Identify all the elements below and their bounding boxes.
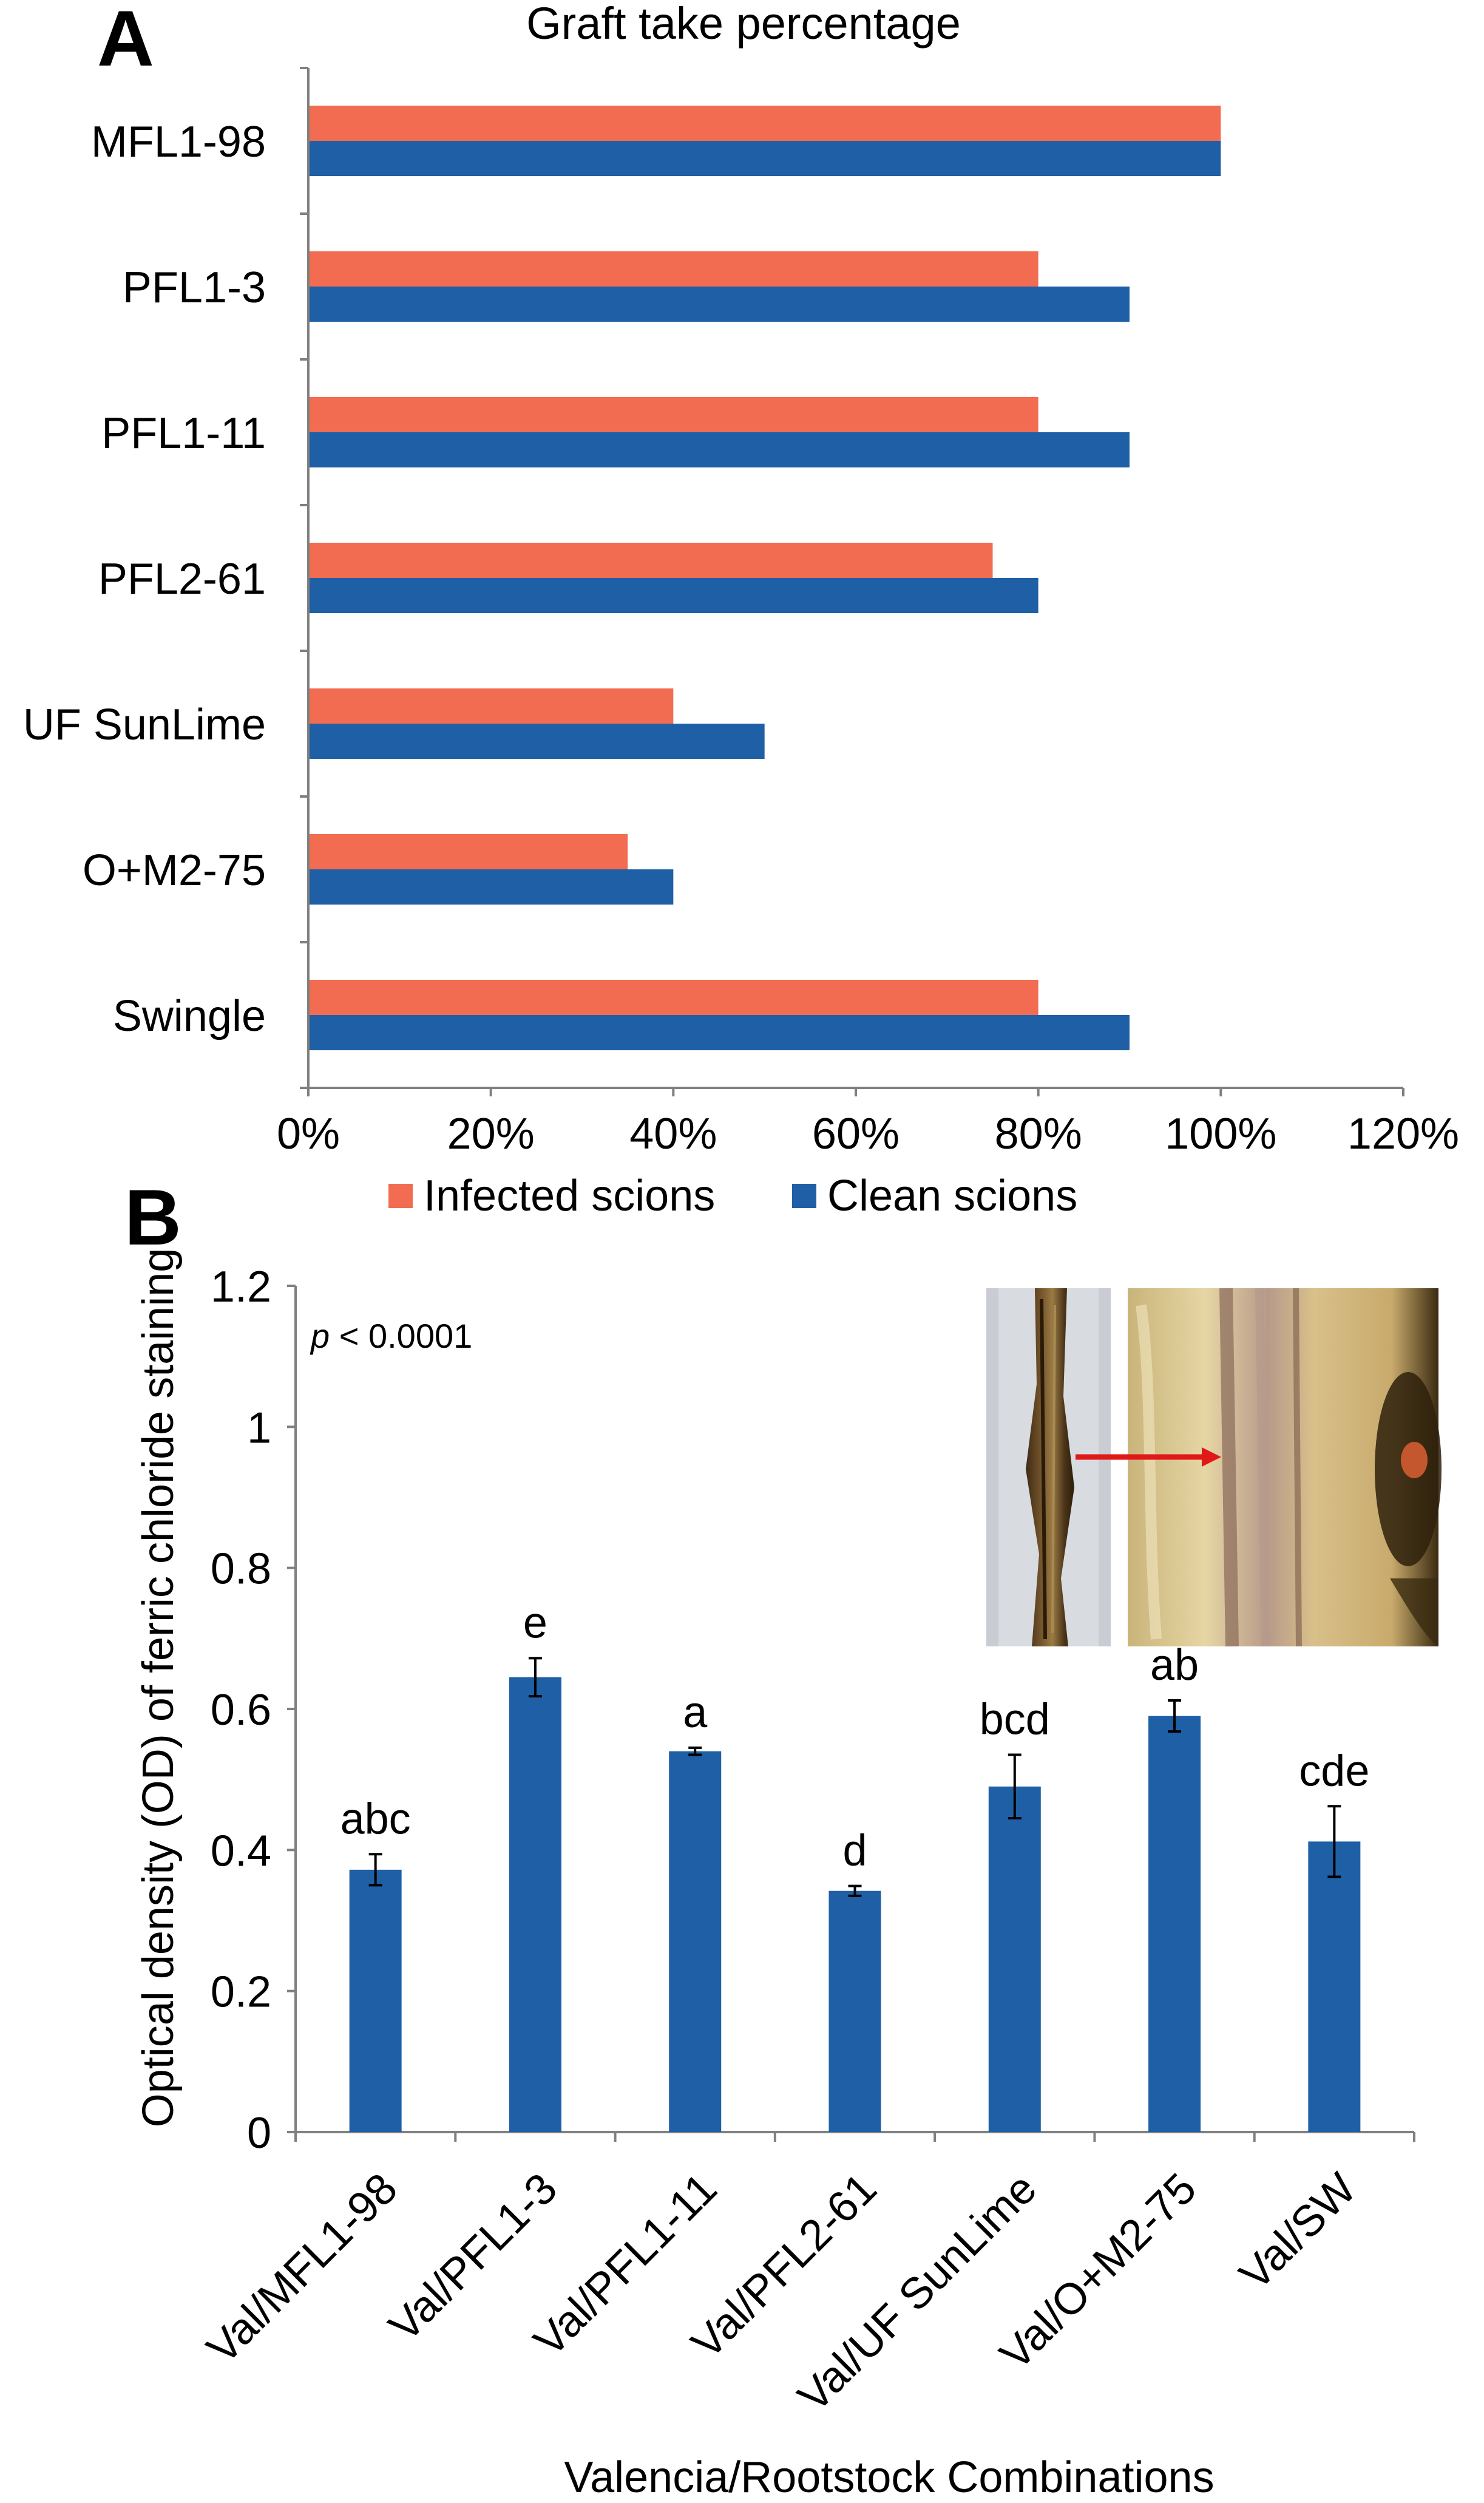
inset-photo-stem xyxy=(986,1288,1111,1646)
chart-b-letter-label: ab xyxy=(1150,1641,1199,1690)
chart-b-bar xyxy=(1148,1716,1201,2132)
chart-b-bar xyxy=(1308,1841,1361,2132)
chart-b-bar xyxy=(828,1890,881,2132)
chart-b-category-label: Val/SW xyxy=(1230,2164,1366,2300)
chart-a-x-tick-label: 100% xyxy=(1165,1110,1276,1158)
chart-a-bar-infected xyxy=(310,834,628,869)
chart-a-title: Graft take percentage xyxy=(526,0,961,49)
chart-a-legend-swatch xyxy=(388,1184,413,1208)
chart-a-plot: 0% 20% 40% 60% 80% 100% 120% MFL1-98 PFL1-3 PFL1-… xyxy=(23,67,1459,1158)
chart-b-y-tick-label: 0.4 xyxy=(211,1827,271,1875)
inset-arrow xyxy=(1076,1447,1221,1467)
chart-b-letter-label: d xyxy=(842,1827,867,1875)
chart-a-legend-swatch xyxy=(792,1184,816,1208)
chart-a-category-label: PFL1-3 xyxy=(123,263,266,312)
chart-a-category-label: PFL2-61 xyxy=(98,555,266,603)
chart-b-y-tick-label: 1.2 xyxy=(211,1263,271,1311)
chart-a-bar-infected xyxy=(310,397,1038,432)
chart-b-bar xyxy=(669,1751,722,2132)
chart-a-legend: Infected scions Clean scions xyxy=(388,1172,1077,1220)
chart-a-bar-infected xyxy=(310,980,1038,1015)
annotation-rest: < 0.0001 xyxy=(330,1317,472,1355)
chart-b-y-tick-label: 1 xyxy=(247,1404,271,1452)
chart-a-legend-label: Clean scions xyxy=(827,1172,1077,1220)
chart-a-bar-clean xyxy=(310,432,1130,467)
chart-a-legend-label: Infected scions xyxy=(424,1172,715,1220)
chart-a-category-label: PFL1-11 xyxy=(101,409,266,458)
chart-b-y-tick-label: 0.8 xyxy=(211,1545,271,1594)
inset-photos xyxy=(986,1288,1442,1647)
chart-b-ylabel: Optical density (OD) of ferric chloride … xyxy=(134,1248,183,2128)
chart-a-x-tick-label: 60% xyxy=(812,1110,900,1158)
panel-a-label: A xyxy=(97,0,154,83)
chart-a-bar-clean xyxy=(310,724,765,759)
chart-b-y-tick-label: 0 xyxy=(247,2109,271,2158)
chart-a-bar-clean xyxy=(310,869,674,905)
chart-a-x-tick-label: 80% xyxy=(995,1110,1082,1158)
chart-a-bar-infected xyxy=(310,688,674,724)
chart-a-bar-infected xyxy=(310,106,1221,141)
chart-a-category-label: UF SunLime xyxy=(23,701,266,749)
chart-b-bar xyxy=(509,1677,561,2132)
chart-a-bar-infected xyxy=(310,251,1038,287)
chart-b-letter-label: cde xyxy=(1299,1747,1369,1795)
chart-b-xlabel: Valencia/Rootstock Combinations xyxy=(564,2453,1214,2500)
chart-b-letter-label: bcd xyxy=(980,1696,1050,1744)
chart-b-y-tick-label: 0.6 xyxy=(211,1686,271,1734)
chart-b-letter-label: abc xyxy=(341,1795,411,1843)
chart-b-category-label: Val/MFL1-98 xyxy=(198,2164,407,2373)
chart-a-x-tick-label: 0% xyxy=(277,1110,340,1158)
inset-photo-cross-section xyxy=(1128,1288,1442,1647)
chart-a-category-label: Swingle xyxy=(113,992,266,1041)
chart-a-category-label: O+M2-75 xyxy=(83,846,266,895)
chart-a-bar-infected xyxy=(310,543,993,578)
chart-a-bar-clean xyxy=(310,578,1038,613)
chart-b-letter-label: e xyxy=(523,1598,547,1647)
chart-b-annotation: p < 0.0001 xyxy=(310,1317,472,1355)
chart-b: 00.20.40.60.811.2abcVal/MFL1-98eVal/PFL1… xyxy=(134,1248,1442,2502)
chart-b-letter-label: a xyxy=(683,1688,708,1737)
chart-a-x-tick-label: 40% xyxy=(629,1110,717,1158)
chart-a-x-tick-label: 120% xyxy=(1347,1110,1459,1158)
chart-b-y-tick-label: 0.2 xyxy=(211,1968,271,2017)
chart-a-category-label: MFL1-98 xyxy=(91,118,266,166)
annotation-p: p xyxy=(310,1317,330,1355)
chart-a: Graft take percentage 0% 20% 40% 60% 80% 100%… xyxy=(23,0,1459,1220)
chart-a-x-tick-label: 20% xyxy=(447,1110,535,1158)
panel-b-label: B xyxy=(124,1173,181,1262)
chart-b-bar xyxy=(988,1786,1041,2132)
chart-a-bar-clean xyxy=(310,1015,1130,1050)
chart-b-bar xyxy=(349,1869,402,2132)
chart-a-bar-clean xyxy=(310,287,1130,322)
chart-a-bar-clean xyxy=(310,141,1221,176)
